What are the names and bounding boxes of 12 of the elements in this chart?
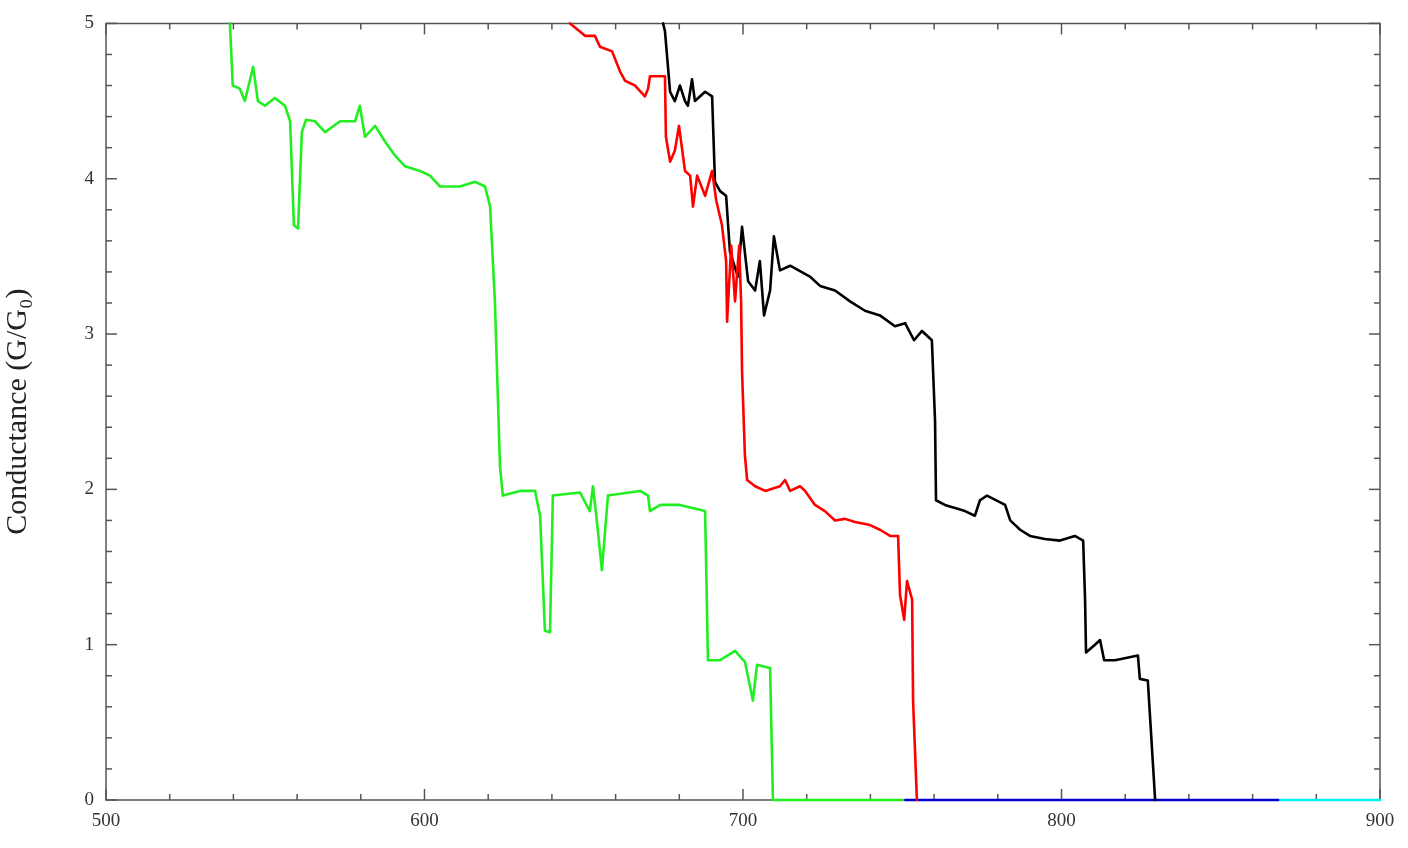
- y-tick-label: 4: [84, 166, 95, 188]
- y-tick-label: 0: [84, 787, 94, 809]
- x-tick-label: 900: [1365, 809, 1395, 831]
- y-tick-label: 2: [84, 477, 94, 499]
- x-tick-label: 500: [91, 809, 121, 831]
- y-tick-label: 3: [84, 322, 94, 344]
- y-axis-title: Conductance (G/G₀): [0, 288, 33, 535]
- y-tick-label: 5: [84, 11, 94, 33]
- x-tick-label: 800: [1047, 809, 1076, 831]
- y-tick-label: 1: [84, 632, 94, 654]
- x-tick-label: 600: [410, 809, 439, 831]
- x-tick-label: 700: [728, 809, 758, 831]
